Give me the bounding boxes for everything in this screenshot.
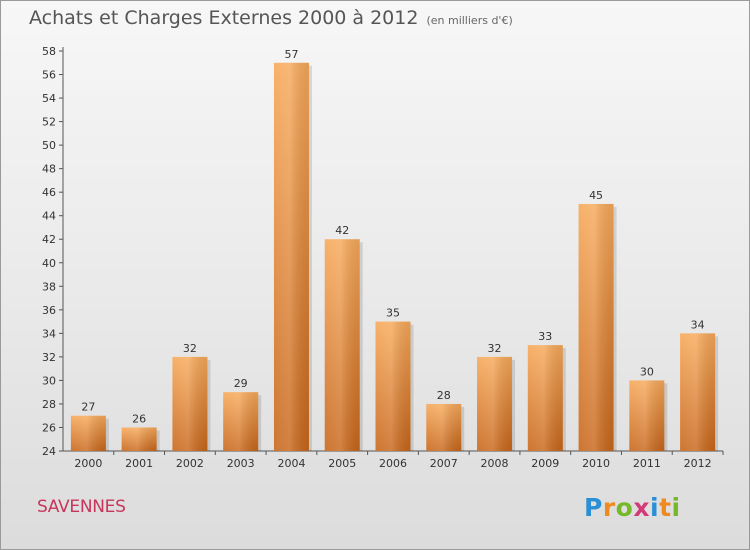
x-tick-label: 2000: [74, 457, 102, 470]
logo-letter: i: [650, 493, 660, 522]
bar-shine: [121, 427, 157, 451]
chart-unit: (en milliers d'€): [426, 14, 513, 27]
chart-title-text: Achats et Charges Externes 2000 à 2012: [29, 7, 419, 29]
x-tick-label: 2001: [125, 457, 153, 470]
logo-letter: t: [659, 493, 672, 522]
y-tick-label: 32: [42, 351, 56, 364]
x-tick-label: 2008: [481, 457, 509, 470]
bar-shine: [70, 415, 106, 451]
y-tick-label: 50: [42, 139, 56, 152]
bar-value-label: 28: [437, 389, 451, 402]
y-tick-label: 46: [42, 186, 56, 199]
y-tick-label: 48: [42, 163, 56, 176]
x-tick-label: 2005: [328, 457, 356, 470]
bar-shine: [273, 62, 309, 451]
y-tick-label: 38: [42, 280, 56, 293]
bar-shine: [527, 345, 563, 451]
bar-value-label: 42: [335, 224, 349, 237]
place-name: SAVENNES: [37, 497, 126, 517]
logo-letter: P: [584, 493, 603, 522]
bar-value-label: 32: [488, 342, 502, 355]
bar-shine: [223, 392, 259, 451]
bar-shine: [680, 333, 716, 451]
proxiti-logo[interactable]: Proxiti: [584, 493, 681, 522]
x-tick-label: 2006: [379, 457, 407, 470]
x-tick-label: 2007: [430, 457, 458, 470]
y-tick-label: 54: [42, 92, 56, 105]
bar-value-label: 33: [538, 330, 552, 343]
x-tick-label: 2002: [176, 457, 204, 470]
bar-value-label: 45: [589, 189, 603, 202]
y-tick-label: 58: [42, 45, 56, 58]
y-tick-label: 30: [42, 374, 56, 387]
bar-value-label: 32: [183, 342, 197, 355]
y-tick-label: 26: [42, 421, 56, 434]
x-tick-label: 2004: [277, 457, 305, 470]
bar-value-label: 30: [640, 365, 654, 378]
bar-shine: [477, 356, 513, 451]
logo-letter: o: [615, 493, 634, 522]
y-tick-label: 36: [42, 304, 56, 317]
logo-letter: r: [602, 493, 616, 522]
bar-value-label: 35: [386, 307, 400, 320]
bar-value-label: 29: [234, 377, 248, 390]
bars: 27 26 32 29 57 42 35 28 32 33 45 30 34: [70, 48, 719, 451]
y-tick-label: 42: [42, 233, 56, 246]
x-tick-label: 2011: [633, 457, 661, 470]
logo-letter: i: [671, 493, 681, 522]
y-tick-label: 28: [42, 398, 56, 411]
bar-shine: [324, 239, 360, 451]
bar-value-label: 57: [284, 48, 298, 61]
x-tick-label: 2012: [684, 457, 712, 470]
chart-title: Achats et Charges Externes 2000 à 2012 (e…: [29, 7, 513, 29]
bar-value-label: 27: [81, 401, 95, 414]
x-tick-label: 2003: [227, 457, 255, 470]
y-tick-label: 56: [42, 69, 56, 82]
logo-letter: x: [633, 493, 650, 522]
y-tick-label: 44: [42, 210, 56, 223]
y-tick-label: 24: [42, 445, 56, 458]
bar-value-label: 26: [132, 412, 146, 425]
x-tick-label: 2009: [531, 457, 559, 470]
y-tick-label: 40: [42, 257, 56, 270]
bar-shine: [172, 356, 208, 451]
bar-shine: [426, 403, 462, 451]
y-tick-label: 34: [42, 327, 56, 340]
x-tick-label: 2010: [582, 457, 610, 470]
bar-shine: [375, 321, 411, 451]
bar-shine: [629, 380, 665, 451]
bar-shine: [578, 203, 614, 451]
bar-value-label: 34: [691, 318, 705, 331]
y-tick-label: 52: [42, 116, 56, 129]
